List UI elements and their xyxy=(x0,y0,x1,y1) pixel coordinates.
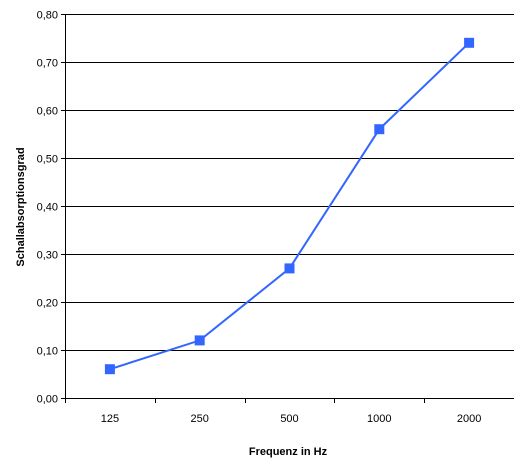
y-tick-label: 0,60 xyxy=(37,106,58,118)
data-point xyxy=(284,263,295,274)
x-tick-label: 125 xyxy=(101,413,119,425)
data-point xyxy=(374,124,385,135)
y-tick-labels: 0,00 0,10 0,20 0,30 0,40 0,50 0,60 0,70 0,80 xyxy=(37,10,58,406)
y-tick-label: 0,10 xyxy=(37,346,58,358)
x-axis-title: Frequenz in Hz xyxy=(249,446,328,458)
gridlines xyxy=(65,14,514,351)
x-tick-label: 250 xyxy=(191,413,209,425)
y-tick-label: 0,80 xyxy=(37,10,58,22)
y-tick-label: 0,30 xyxy=(37,250,58,262)
x-tick-labels: 125 250 500 1000 2000 xyxy=(101,413,482,425)
x-tick-label: 2000 xyxy=(457,413,481,425)
y-tick-label: 0,40 xyxy=(37,202,58,214)
data-point xyxy=(104,364,115,375)
axes xyxy=(61,14,514,403)
data-point xyxy=(194,335,205,346)
series xyxy=(104,37,475,375)
y-tick-label: 0,00 xyxy=(37,394,58,406)
y-tick-label: 0,70 xyxy=(37,58,58,70)
x-tick-label: 500 xyxy=(280,413,298,425)
y-axis-title: Schallabsorptionsgrad xyxy=(15,147,27,266)
x-tick-label: 1000 xyxy=(367,413,391,425)
y-tick-label: 0,50 xyxy=(37,154,58,166)
y-tick-label: 0,20 xyxy=(37,298,58,310)
data-point xyxy=(464,37,475,48)
